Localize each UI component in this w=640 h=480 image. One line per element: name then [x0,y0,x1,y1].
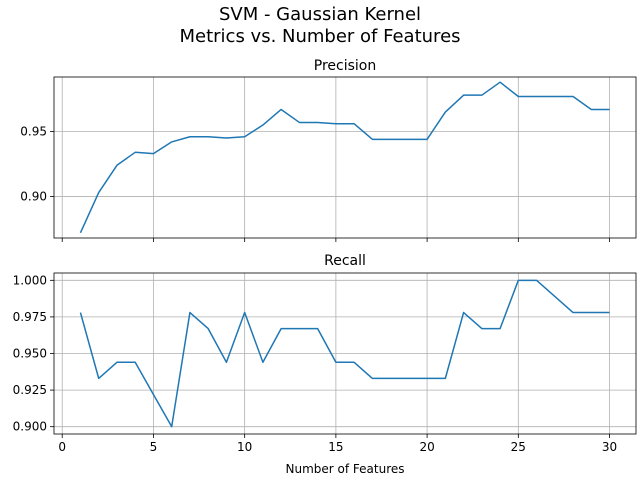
recall-xtick-label: 5 [150,440,158,454]
suptitle-line-1: SVM - Gaussian Kernel [219,4,421,25]
recall-title: Recall [324,253,366,269]
recall-xtick-label: 30 [602,440,617,454]
recall-xtick-label: 15 [328,440,343,454]
precision-series-line [79,81,610,234]
recall-ytick-label: 0.900 [13,420,47,434]
suptitle-line-2: Metrics vs. Number of Features [179,26,460,47]
recall-xtick-label: 10 [237,440,252,454]
precision-axes-frame [53,76,637,239]
recall-ytick-label: 0.925 [13,383,47,397]
recall-ytick-label: 0.950 [13,347,47,361]
recall-ytick-label: 0.975 [13,310,47,324]
recall-xtick-label: 25 [511,440,526,454]
recall-series-line [79,279,610,428]
recall-ytick-label: 1.000 [13,273,47,287]
recall-xtick-label: 0 [58,440,66,454]
recall-axes-frame [53,272,637,435]
recall-panel: Recall 0 5 10 15 20 25 30 0.900 0.925 0.950 0.975 1.… [13,253,637,476]
precision-panel: Precision 0.90 0.95 [20,58,637,242]
precision-ytick-label: 0.90 [20,189,47,203]
precision-title: Precision [314,58,376,74]
recall-xtick-label: 20 [419,440,434,454]
precision-ytick-label: 0.95 [20,125,47,139]
recall-xlabel: Number of Features [286,462,405,476]
